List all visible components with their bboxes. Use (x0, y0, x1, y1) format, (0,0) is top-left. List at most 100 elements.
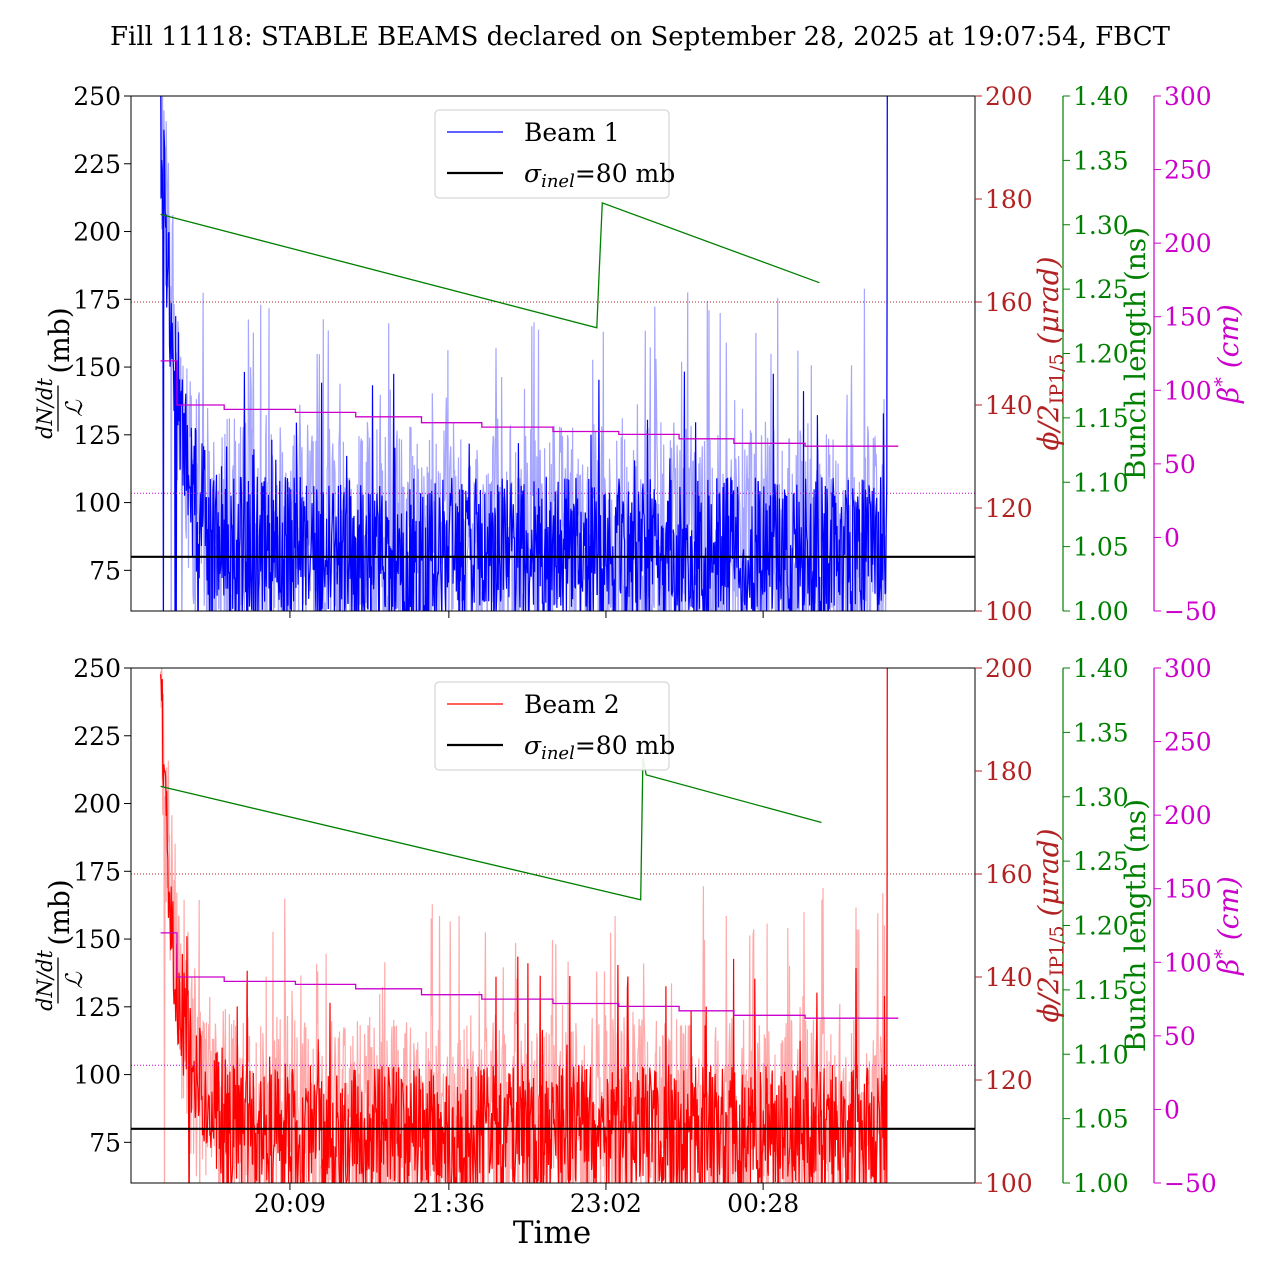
beta_star-tick-label: 200 (1164, 229, 1212, 258)
bottom-panel: 75 100 125 150 175 200 225 250 100 120 140 160 180 20… (33, 654, 1245, 1218)
y-tick-label: 150 (73, 353, 121, 382)
bunch_length-tick-label: 1.35 (1073, 146, 1129, 175)
beta_star-tick-label: 100 (1164, 948, 1212, 977)
x-tick-label: 23:02 (570, 1189, 642, 1218)
beta-star-axis-label: β* (cm) (1211, 304, 1245, 404)
beta_star-tick-label: 300 (1164, 82, 1212, 111)
left-axis-label-numerator: dN/dt (33, 950, 57, 1011)
bunch-length-axis-label: Bunch length (ns) (1119, 227, 1152, 480)
beta_star-tick-label: 150 (1164, 875, 1212, 904)
crossing_angle-tick-label: 100 (985, 597, 1033, 626)
legend-label-sigma-inel: σinel=80 mb (524, 159, 675, 192)
y-tick-label: 225 (73, 722, 121, 751)
y-tick-label: 150 (73, 925, 121, 954)
legend-label-sigma-inel: σinel=80 mb (524, 731, 675, 764)
bunch_length-tick-label: 1.20 (1073, 912, 1129, 941)
crossing_angle-tick-label: 140 (985, 391, 1033, 420)
beta_star-tick-label: 250 (1164, 156, 1212, 185)
bunch_length-tick-label: 1.15 (1073, 976, 1129, 1005)
y-tick-label: 175 (73, 285, 121, 314)
y-tick-label: 200 (73, 218, 121, 247)
legend-label-b1: Beam 1 (524, 118, 620, 147)
x-tick-label: 00:28 (727, 1189, 799, 1218)
bunch-length-axis-label: Bunch length (ns) (1119, 799, 1152, 1052)
left-axis-label: dN/dt ℒ (mb) (33, 307, 88, 439)
bunch_length-tick-label: 1.15 (1073, 404, 1129, 433)
left-axis-label: dN/dt ℒ (mb) (33, 879, 88, 1011)
bunch_length-tick-label: 1.00 (1073, 597, 1129, 626)
beta_star-tick-label: 200 (1164, 801, 1212, 830)
y-tick-label: 225 (73, 150, 121, 179)
series-beta-star (160, 932, 899, 1019)
bunch_length-tick-label: 1.20 (1073, 340, 1129, 369)
y-tick-label: 125 (73, 421, 121, 450)
bunch_length-tick-label: 1.30 (1073, 211, 1129, 240)
beta_star-tick-label: 50 (1164, 450, 1196, 479)
bunch_length-tick-label: 1.40 (1073, 654, 1129, 683)
crossing_angle-tick-label: 140 (985, 963, 1033, 992)
y-tick-label: 250 (73, 654, 121, 683)
beta_star-tick-label: 250 (1164, 728, 1212, 757)
plot-frame (130, 667, 976, 1184)
crossing_angle-tick-label: 100 (985, 1169, 1033, 1198)
crossing_angle-tick-label: 200 (985, 82, 1033, 111)
crossing_angle-tick-label: 160 (985, 288, 1033, 317)
crossing-angle-axis-label: ϕ/2IP1/5 (μrad) (1032, 828, 1068, 1022)
bunch_length-tick-label: 1.10 (1073, 1040, 1129, 1069)
series-bunch-length (160, 201, 820, 329)
crossing_angle-tick-label: 120 (985, 494, 1033, 523)
bunch_length-tick-label: 1.35 (1073, 718, 1129, 747)
bunch_length-tick-label: 1.40 (1073, 82, 1129, 111)
y-tick-label: 175 (73, 857, 121, 886)
series-b1-losses (160, 96, 888, 611)
beta_star-tick-label: 0 (1164, 1095, 1180, 1124)
y-tick-label: 100 (73, 1061, 121, 1090)
x-tick-label: 20:09 (254, 1189, 326, 1218)
crossing-angle-axis-label: ϕ/2IP1/5 (μrad) (1032, 256, 1068, 450)
x-tick-label: 21:36 (413, 1189, 485, 1218)
bunch_length-tick-label: 1.05 (1073, 1105, 1129, 1134)
x-axis-label: Time (513, 1215, 591, 1251)
series-beta-star (160, 360, 899, 447)
chart-title: Fill 11118: STABLE BEAMS declared on Sep… (110, 22, 1171, 52)
left-axis-label-unit: (mb) (43, 307, 76, 373)
bunch_length-tick-label: 1.10 (1073, 468, 1129, 497)
legend: Beam 2 σinel=80 mb (434, 681, 675, 771)
beta_star-tick-label: −50 (1164, 1169, 1217, 1198)
beta_star-tick-label: 100 (1164, 376, 1212, 405)
left-axis-label-numerator: dN/dt (33, 378, 57, 439)
y-tick-label: 200 (73, 790, 121, 819)
beta_star-tick-label: 300 (1164, 654, 1212, 683)
bunch_length-tick-label: 1.25 (1073, 847, 1129, 876)
bunch_length-tick-label: 1.25 (1073, 275, 1129, 304)
y-tick-label: 250 (73, 82, 121, 111)
y-tick-label: 100 (73, 489, 121, 518)
beta_star-tick-label: 50 (1164, 1022, 1196, 1051)
left-axis-label-denominator: ℒ (62, 400, 88, 417)
bunch_length-tick-label: 1.30 (1073, 783, 1129, 812)
legend-label-b2: Beam 2 (524, 690, 620, 719)
crossing_angle-tick-label: 180 (985, 757, 1033, 786)
beta_star-tick-label: 150 (1164, 303, 1212, 332)
left-axis-label-unit: (mb) (43, 879, 76, 945)
bunch_length-tick-label: 1.00 (1073, 1169, 1129, 1198)
bunch_length-tick-label: 1.05 (1073, 533, 1129, 562)
series-bunch-length (160, 757, 822, 901)
beta_star-tick-label: −50 (1164, 597, 1217, 626)
crossing_angle-tick-label: 160 (985, 860, 1033, 889)
y-tick-label: 125 (73, 993, 121, 1022)
y-tick-label: 75 (89, 1128, 121, 1157)
top-panel: 75 100 125 150 175 200 225 250 100 120 140 160 180 20… (33, 82, 1245, 626)
y-tick-label: 75 (89, 556, 121, 585)
series-b2-losses (160, 668, 888, 1183)
plot-data (131, 96, 975, 611)
beta-star-axis-label: β* (cm) (1211, 876, 1245, 976)
left-axis-label-denominator: ℒ (62, 972, 88, 989)
legend: Beam 1 σinel=80 mb (434, 109, 675, 199)
beta_star-tick-label: 0 (1164, 523, 1180, 552)
plot-frame (130, 95, 976, 612)
crossing_angle-tick-label: 120 (985, 1066, 1033, 1095)
plot-data (131, 668, 975, 1183)
crossing_angle-tick-label: 180 (985, 185, 1033, 214)
